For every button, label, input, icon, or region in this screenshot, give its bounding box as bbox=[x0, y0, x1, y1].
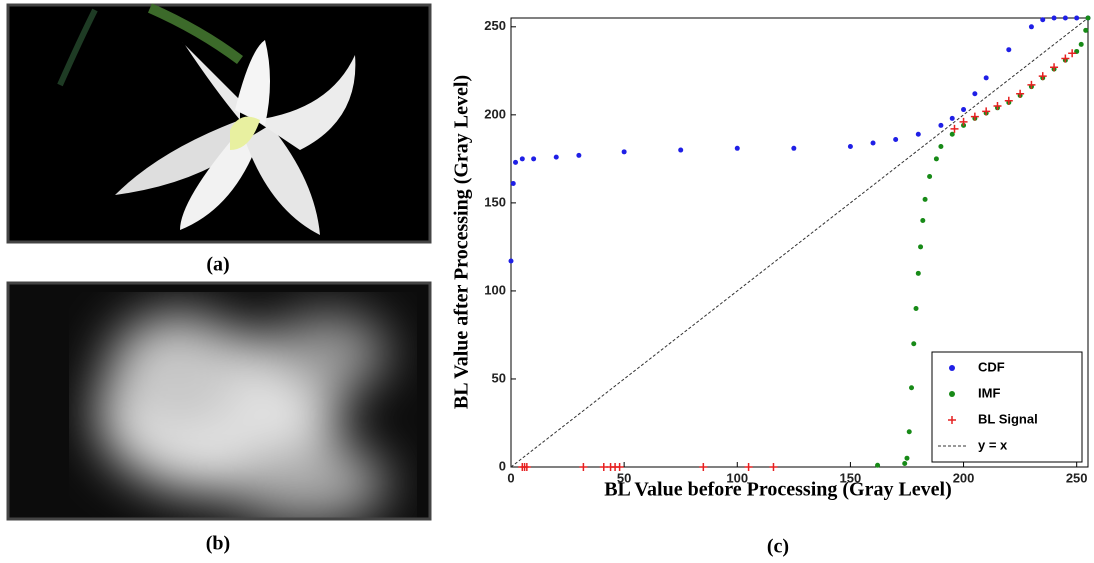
point bbox=[1027, 80, 1036, 89]
x-tick-label: 0 bbox=[507, 470, 514, 485]
point bbox=[553, 154, 559, 160]
point bbox=[579, 463, 588, 471]
y-tick-label: 150 bbox=[484, 194, 506, 209]
legend-marker bbox=[949, 391, 955, 397]
point bbox=[902, 460, 908, 466]
caption: (a) bbox=[206, 254, 229, 276]
point bbox=[1028, 24, 1034, 30]
point bbox=[875, 462, 881, 468]
point bbox=[1074, 15, 1080, 21]
y-tick-label: 50 bbox=[492, 370, 506, 385]
point bbox=[1050, 63, 1059, 72]
point bbox=[961, 107, 967, 113]
point bbox=[938, 122, 944, 128]
point bbox=[1085, 15, 1091, 21]
point bbox=[949, 131, 955, 137]
legend-marker bbox=[948, 416, 956, 424]
point bbox=[915, 131, 921, 137]
point bbox=[983, 75, 989, 81]
point bbox=[847, 144, 853, 150]
point bbox=[1083, 27, 1089, 33]
legend-marker bbox=[949, 365, 955, 371]
point bbox=[615, 463, 624, 471]
point bbox=[531, 156, 537, 162]
point bbox=[1061, 54, 1070, 63]
point bbox=[576, 152, 582, 158]
point bbox=[1040, 17, 1046, 23]
x-axis-label: BL Value before Processing (Gray Level) bbox=[604, 479, 952, 501]
y-tick-label: 100 bbox=[484, 282, 506, 297]
blur-image bbox=[6, 281, 432, 521]
point bbox=[678, 147, 684, 153]
point bbox=[904, 455, 910, 461]
point bbox=[1038, 72, 1047, 81]
flower bbox=[57, 3, 356, 235]
legend-label: y = x bbox=[978, 437, 1008, 452]
point bbox=[959, 117, 968, 126]
x-tick-label: 50 bbox=[617, 470, 631, 485]
point bbox=[599, 463, 608, 471]
point bbox=[927, 173, 933, 179]
point bbox=[1078, 41, 1084, 47]
point bbox=[933, 156, 939, 162]
point bbox=[970, 112, 979, 121]
point bbox=[791, 145, 797, 151]
y-tick-label: 0 bbox=[499, 458, 506, 473]
point bbox=[621, 149, 627, 155]
point bbox=[915, 270, 921, 276]
point bbox=[769, 463, 778, 471]
x-tick-label: 200 bbox=[953, 470, 975, 485]
point bbox=[909, 385, 915, 391]
point bbox=[922, 196, 928, 202]
legend bbox=[931, 351, 1083, 463]
point bbox=[913, 306, 919, 312]
point bbox=[918, 244, 924, 250]
point bbox=[522, 463, 531, 471]
x-tick-label: 150 bbox=[840, 470, 862, 485]
point bbox=[920, 217, 926, 223]
point bbox=[893, 136, 899, 142]
y-tick-label: 200 bbox=[484, 106, 506, 121]
legend-label: CDF bbox=[978, 359, 1005, 374]
point bbox=[699, 463, 708, 471]
point bbox=[870, 140, 876, 146]
point bbox=[519, 156, 525, 162]
y-tick-label: 250 bbox=[484, 18, 506, 33]
line bbox=[510, 17, 1089, 468]
x-tick-label: 100 bbox=[726, 470, 748, 485]
point bbox=[938, 144, 944, 150]
point bbox=[513, 159, 519, 165]
point bbox=[1051, 15, 1057, 21]
point bbox=[993, 102, 1002, 111]
point bbox=[1068, 49, 1077, 58]
legend-label: IMF bbox=[978, 385, 1000, 400]
point bbox=[906, 429, 912, 435]
point bbox=[1004, 96, 1013, 105]
point bbox=[982, 107, 991, 116]
y-axis-label: BL Value after Processing (Gray Level) bbox=[451, 75, 473, 409]
point bbox=[744, 463, 753, 471]
point bbox=[1016, 89, 1025, 98]
point bbox=[950, 124, 959, 133]
point bbox=[972, 91, 978, 97]
caption: (c) bbox=[767, 536, 789, 558]
legend-label: BL Signal bbox=[978, 411, 1038, 426]
x-tick-label: 250 bbox=[1066, 470, 1088, 485]
point bbox=[510, 181, 516, 187]
point bbox=[1062, 15, 1068, 21]
point bbox=[508, 258, 514, 264]
point bbox=[949, 115, 955, 121]
point bbox=[1006, 47, 1012, 53]
caption: (b) bbox=[206, 533, 230, 555]
point bbox=[734, 145, 740, 151]
point bbox=[911, 341, 917, 347]
